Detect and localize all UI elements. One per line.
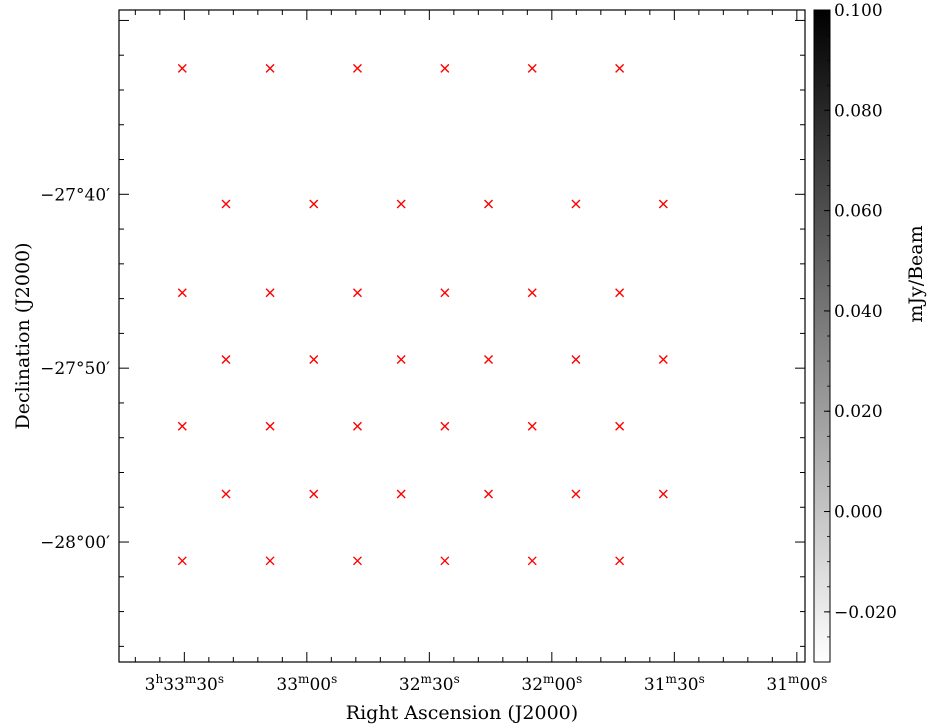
colorbar-tick-label: 0.040	[834, 302, 883, 322]
pointing-marker	[352, 288, 362, 298]
pointing-marker	[440, 63, 450, 73]
x-tick-label: 31m00s	[766, 672, 827, 695]
pointing-marker	[615, 556, 625, 566]
pointing-marker	[527, 63, 537, 73]
pointing-marker	[352, 556, 362, 566]
pointing-marker	[527, 556, 537, 566]
plot-frame	[118, 9, 806, 663]
pointing-marker	[221, 489, 231, 499]
mosaic-image	[119, 10, 805, 662]
pointing-marker	[615, 421, 625, 431]
y-tick-label: −27°50′	[40, 359, 110, 379]
mosaic-tint	[119, 10, 805, 662]
pointing-marker	[352, 63, 362, 73]
pointing-marker	[440, 421, 450, 431]
pointing-marker	[177, 63, 187, 73]
y-tick-label: −27°40′	[40, 185, 110, 205]
x-axis-title: Right Ascension (J2000)	[346, 702, 578, 724]
pointing-marker	[265, 288, 275, 298]
y-tick-labels: −27°40′ −27°50′ −28°00′	[40, 185, 110, 553]
pointing-marker	[396, 354, 406, 364]
pointing-marker	[615, 288, 625, 298]
pointing-marker	[352, 421, 362, 431]
pointing-marker	[396, 199, 406, 209]
x-tick-label: 32m00s	[521, 672, 582, 695]
colorbar-tick-label: 0.100	[834, 1, 883, 21]
axis-ticks	[119, 10, 805, 662]
x-tick-label: 3h33m30s	[145, 672, 224, 695]
pointing-marker	[265, 421, 275, 431]
pointing-marker	[527, 421, 537, 431]
y-tick-label: −28°00′	[40, 533, 110, 553]
pointing-marker	[221, 199, 231, 209]
pointing-marker	[440, 288, 450, 298]
pointing-marker	[484, 199, 494, 209]
colorbar-tick-label: 0.020	[834, 402, 883, 422]
pointing-marker	[265, 63, 275, 73]
pointing-marker	[571, 489, 581, 499]
colorbar-tick-label: 0.080	[834, 101, 883, 121]
pointing-marker	[309, 489, 319, 499]
pointing-marker	[221, 354, 231, 364]
y-axis-title: Declination (J2000)	[12, 242, 34, 429]
pointing-marker	[309, 354, 319, 364]
pointing-marker	[440, 556, 450, 566]
pointing-marker	[177, 421, 187, 431]
x-tick-label: 33m00s	[276, 672, 337, 695]
pointing-marker	[484, 489, 494, 499]
pointing-marker	[177, 288, 187, 298]
pointing-marker	[527, 288, 537, 298]
pointing-marker	[658, 354, 668, 364]
x-tick-labels: 3h33m30s 33m00s 32m30s 32m00s 31m30s 31m00s	[145, 672, 828, 695]
pointing-markers	[177, 63, 668, 566]
colorbar-ticks: 0.100 0.080 0.060 0.040 0.020 0.000 −0.020	[824, 1, 897, 663]
pointing-marker	[396, 489, 406, 499]
pointing-marker	[309, 199, 319, 209]
x-tick-label: 31m30s	[644, 672, 705, 695]
colorbar-tick-label: −0.020	[834, 603, 897, 623]
colorbar-title: mJy/Beam	[905, 225, 927, 322]
pointing-marker	[658, 199, 668, 209]
pointing-marker	[177, 556, 187, 566]
pointing-marker	[571, 354, 581, 364]
mosaic-noise	[119, 10, 805, 662]
colorbar-tick-label: 0.060	[834, 202, 883, 222]
x-tick-label: 32m30s	[399, 672, 460, 695]
colorbar-tick-label: 0.000	[834, 503, 883, 523]
pointing-marker	[658, 489, 668, 499]
pointing-marker	[265, 556, 275, 566]
pointing-marker	[615, 63, 625, 73]
pointing-marker	[571, 199, 581, 209]
pointing-marker	[484, 354, 494, 364]
